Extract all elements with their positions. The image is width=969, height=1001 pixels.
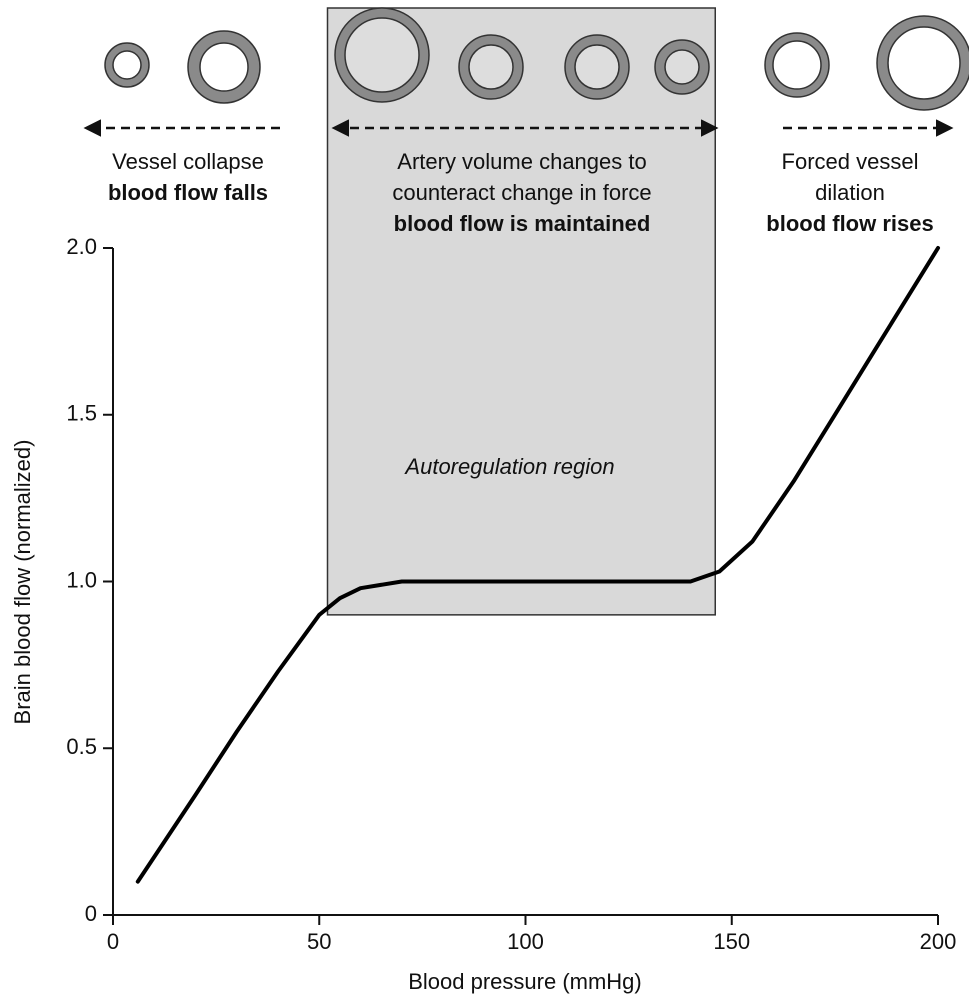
x-tick-label: 150 bbox=[713, 929, 750, 954]
vessel-lumen bbox=[574, 44, 620, 90]
x-axis-label: Blood pressure (mmHg) bbox=[408, 969, 642, 994]
x-tick-label: 100 bbox=[507, 929, 544, 954]
vessels bbox=[104, 7, 969, 111]
vessel-lumen bbox=[664, 49, 700, 85]
region-layer bbox=[326, 7, 716, 616]
annotation: Artery volume changes to bbox=[397, 149, 646, 174]
x-tick-label: 50 bbox=[307, 929, 331, 954]
vessel-lumen bbox=[468, 44, 514, 90]
annotation: Vessel collapse bbox=[112, 149, 264, 174]
y-tick-label: 1.0 bbox=[66, 567, 97, 592]
annotation: blood flow is maintained bbox=[394, 211, 651, 236]
annotation: dilation bbox=[815, 180, 885, 205]
vessel-lumen bbox=[112, 50, 142, 80]
y-axis-label: Brain blood flow (normalized) bbox=[10, 440, 35, 725]
x-tick-label: 0 bbox=[107, 929, 119, 954]
flow-curve bbox=[135, 246, 940, 884]
vessel-lumen bbox=[887, 26, 961, 100]
y-tick-label: 2.0 bbox=[66, 234, 97, 259]
y-tick-label: 1.5 bbox=[66, 401, 97, 426]
annotation: blood flow falls bbox=[108, 180, 268, 205]
region-label: Autoregulation region bbox=[403, 454, 614, 479]
x-tick-label: 200 bbox=[920, 929, 957, 954]
vessel-lumen bbox=[772, 40, 822, 90]
annotation: counteract change in force bbox=[392, 180, 651, 205]
vessel-lumen bbox=[344, 17, 420, 93]
vessel-lumen bbox=[199, 42, 249, 92]
y-tick-label: 0.5 bbox=[66, 734, 97, 759]
annotation: Forced vessel bbox=[782, 149, 919, 174]
autoregulation-region bbox=[326, 7, 716, 616]
y-tick-label: 0 bbox=[85, 901, 97, 926]
annotation: blood flow rises bbox=[766, 211, 933, 236]
